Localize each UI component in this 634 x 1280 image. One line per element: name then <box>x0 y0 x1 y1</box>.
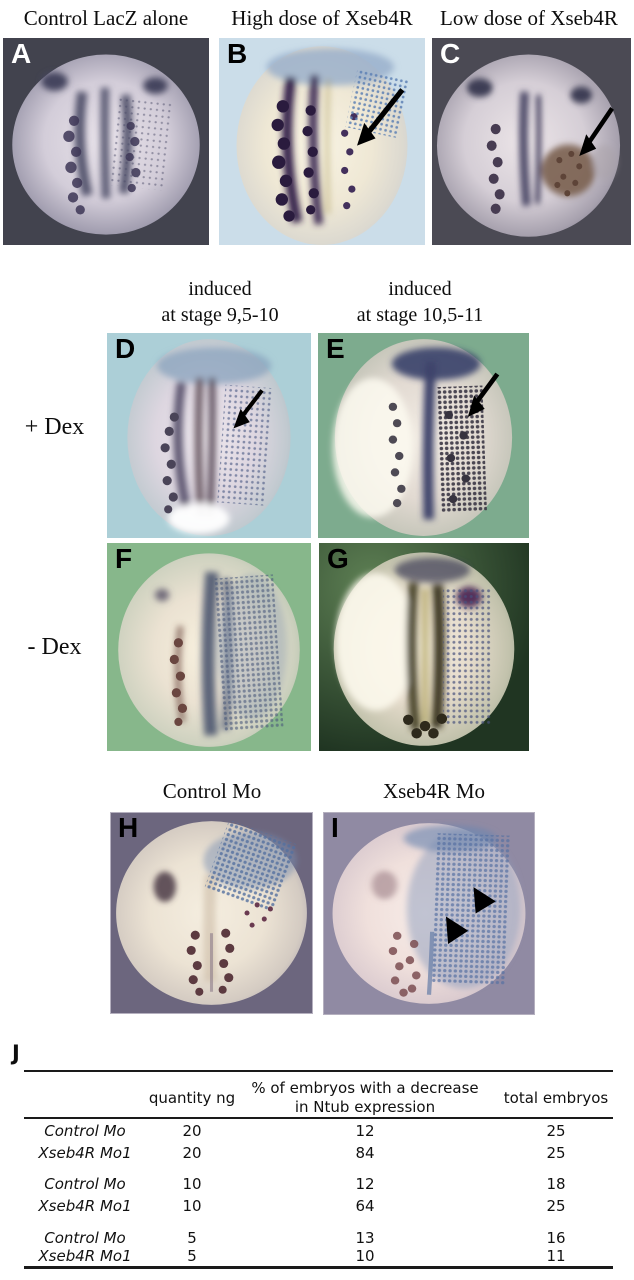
panel-F: F <box>107 543 311 751</box>
arrowhead-icons <box>445 887 496 944</box>
arrow-icon <box>233 389 264 429</box>
embryo-illustration-C <box>436 54 621 237</box>
table-cell: Xseb4R Mo1 <box>38 1197 132 1215</box>
panel-I: I <box>323 812 535 1015</box>
table-cell: 10 <box>182 1175 202 1193</box>
panel-letter-A: A <box>11 38 32 69</box>
table-cell: 25 <box>546 1122 566 1140</box>
embryo-illustration-I <box>332 823 526 1004</box>
arrow-icon <box>579 107 614 156</box>
caption-induced-left-line2: at stage 9,5-10 <box>161 304 279 326</box>
arrow-icon <box>357 88 405 146</box>
caption-xseb4r-mo: Xseb4R Mo <box>382 779 486 803</box>
table-header-quantity: quantity ng <box>148 1089 236 1107</box>
panel-letter-C: C <box>440 38 461 69</box>
table-header-rule <box>24 1117 613 1119</box>
table-cell: Control Mo <box>44 1175 126 1193</box>
table-label-J: J <box>12 1041 20 1065</box>
table-top-rule <box>24 1070 613 1072</box>
panel-C: C <box>432 38 631 245</box>
caption-low-dose: Low dose of Xseb4R <box>440 6 618 30</box>
caption-control-lacz: Control LacZ alone <box>23 6 189 30</box>
panel-letter-B: B <box>227 38 248 69</box>
panel-A: A <box>3 38 209 245</box>
panel-G: G <box>319 543 529 751</box>
table-cell: 12 <box>355 1122 375 1140</box>
table-cell: Xseb4R Mo1 <box>38 1247 132 1265</box>
table-header-pct-line1: % of embryos with a decrease <box>251 1079 479 1097</box>
embryo-illustration-H <box>116 819 307 1005</box>
table-cell: 11 <box>546 1247 566 1265</box>
panel-letter-I: I <box>331 812 339 843</box>
table-cell: 84 <box>355 1144 375 1162</box>
table-cell: 25 <box>546 1197 566 1215</box>
table-cell: 12 <box>355 1175 375 1193</box>
embryo-illustration-F <box>118 553 300 747</box>
table-cell: 20 <box>182 1122 202 1140</box>
panel-D: D <box>107 333 311 538</box>
panel-letter-D: D <box>115 333 136 364</box>
table-header-pct-line2: in Ntub expression <box>294 1098 436 1116</box>
table-cell: 10 <box>355 1247 375 1265</box>
panel-letter-E: E <box>326 333 345 364</box>
caption-control-mo: Control Mo <box>162 779 262 803</box>
table-cell: 20 <box>182 1144 202 1162</box>
embryo-illustration-D <box>127 339 291 536</box>
table-cell: 16 <box>546 1229 566 1247</box>
arrow-icon <box>467 372 500 418</box>
panel-H: H <box>110 812 313 1014</box>
panel-B: B <box>219 38 425 245</box>
caption-induced-left-line1: induced <box>188 278 252 300</box>
table-cell: Control Mo <box>44 1122 126 1140</box>
caption-induced-right-line2: at stage 10,5-11 <box>356 304 484 326</box>
panel-letter-F: F <box>115 543 133 574</box>
table-cell: 13 <box>355 1229 375 1247</box>
panel-E: E <box>318 333 529 538</box>
panel-letter-H: H <box>118 812 139 843</box>
embryo-illustration-E <box>332 339 513 536</box>
table-cell: 64 <box>355 1197 375 1215</box>
label-minus-dex: - Dex <box>27 634 82 660</box>
table-cell: 5 <box>187 1247 197 1265</box>
table-cell: 10 <box>182 1197 202 1215</box>
embryo-illustration-G <box>333 552 515 746</box>
table-cell: Xseb4R Mo1 <box>38 1144 132 1162</box>
label-plus-dex: + Dex <box>24 414 85 440</box>
caption-induced-right-line1: induced <box>388 278 452 300</box>
table-bottom-rule <box>24 1266 613 1269</box>
embryo-illustration-A <box>12 54 200 235</box>
table-cell: Control Mo <box>44 1229 126 1247</box>
table-cell: 25 <box>546 1144 566 1162</box>
panel-letter-G: G <box>327 543 349 574</box>
table-header-total: total embryos <box>503 1089 609 1107</box>
embryo-illustration-B <box>236 46 411 245</box>
caption-high-dose: High dose of Xseb4R <box>231 6 413 30</box>
table-cell: 18 <box>546 1175 566 1193</box>
table-cell: 5 <box>187 1229 197 1247</box>
